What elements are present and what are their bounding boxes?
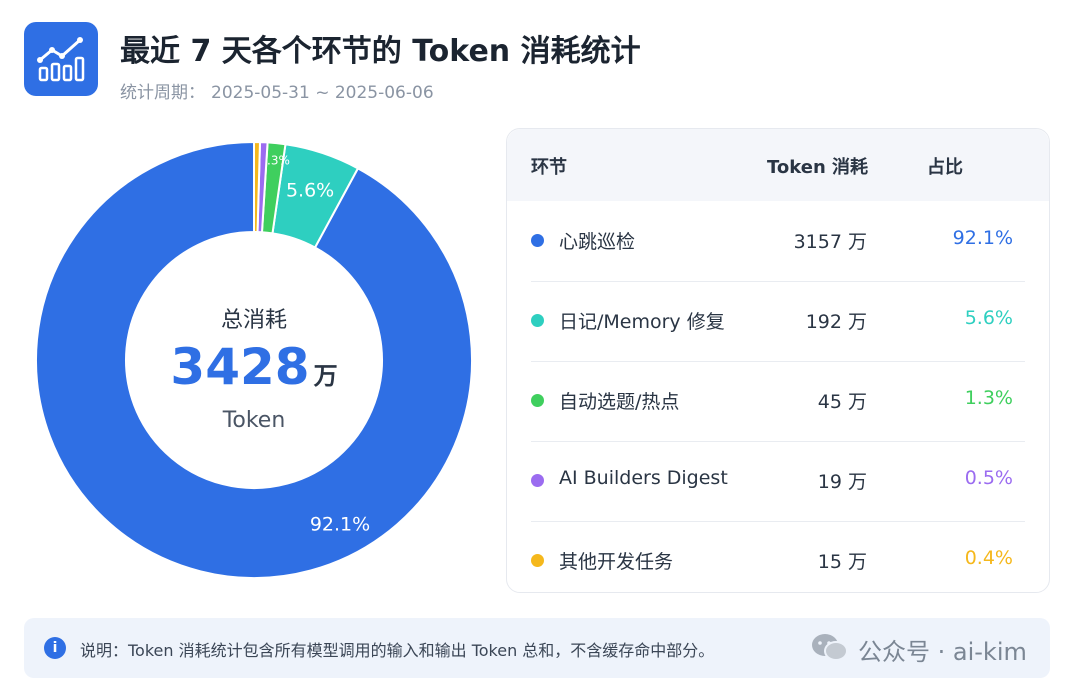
total-number-unit: 万 <box>313 362 338 390</box>
legend-dot <box>531 474 544 487</box>
footnote: i 说明：Token 消耗统计包含所有模型调用的输入和输出 Token 总和，不… <box>24 618 1050 678</box>
total-number: 3428 <box>170 338 310 396</box>
row-name: 自动选题/热点 <box>559 391 680 413</box>
row-tokens: 19 万 <box>817 471 867 493</box>
row-name: 其他开发任务 <box>559 551 674 573</box>
donut-svg: 92.1%5.6%1.3% <box>35 140 473 579</box>
table-row: 自动选题/热点 45 万 1.3% <box>507 361 1049 441</box>
table-row: 心跳巡检 3157 万 92.1% <box>507 201 1049 281</box>
donut-slice <box>253 140 262 234</box>
breakdown-table: 环节 Token 消耗 占比 心跳巡检 3157 万 92.1% 日记/Memo… <box>506 128 1050 593</box>
row-name: 心跳巡检 <box>559 231 636 253</box>
legend-dot <box>531 554 544 567</box>
total-unit: Token <box>222 408 286 433</box>
legend-dot <box>531 234 544 247</box>
info-icon: i <box>44 637 66 659</box>
row-divider <box>531 521 1025 522</box>
row-tokens: 15 万 <box>817 551 867 573</box>
header-share: 占比 <box>927 157 963 178</box>
row-name: 日记/Memory 修复 <box>559 311 725 333</box>
total-value: 3428 万 <box>34 338 474 396</box>
page-title: 最近 7 天各个环节的 Token 消耗统计 <box>120 34 641 69</box>
footnote-text: 说明：Token 消耗统计包含所有模型调用的输入和输出 Token 总和，不含缓… <box>80 641 715 660</box>
period-value: 2025-05-31 ~ 2025-06-06 <box>211 83 434 103</box>
slice-label: 5.6% <box>286 180 334 202</box>
row-tokens: 45 万 <box>817 391 867 413</box>
donut-slice <box>35 140 473 579</box>
row-name: AI Builders Digest <box>559 467 728 489</box>
row-share: 0.4% <box>964 547 1013 569</box>
table-row: 日记/Memory 修复 192 万 5.6% <box>507 281 1049 361</box>
period-label: 统计周期： <box>120 83 205 103</box>
header-name: 环节 <box>531 157 567 178</box>
period: 统计周期： 2025-05-31 ~ 2025-06-06 <box>120 78 434 103</box>
row-divider <box>531 281 1025 282</box>
row-share: 0.5% <box>964 467 1013 489</box>
table-row: AI Builders Digest 19 万 0.5% <box>507 441 1049 521</box>
row-share: 1.3% <box>964 387 1013 409</box>
bar-chart-trend-icon <box>24 22 98 96</box>
row-share: 92.1% <box>952 227 1013 249</box>
wechat-icon <box>812 634 848 661</box>
table-row: 其他开发任务 15 万 0.4% <box>507 521 1049 601</box>
total-title: 总消耗 <box>220 308 287 333</box>
row-tokens: 192 万 <box>805 311 867 333</box>
legend-dot <box>531 314 544 327</box>
row-divider <box>531 441 1025 442</box>
header-tokens: Token 消耗 <box>767 157 869 178</box>
legend-dot <box>531 394 544 407</box>
watermark-text: 公众号 · ai-kim <box>858 638 1027 666</box>
donut-chart: 92.1% 5.6% 1.3% 总消耗 3428 万 Token <box>34 140 474 580</box>
row-tokens: 3157 万 <box>793 231 867 253</box>
row-share: 5.6% <box>964 307 1013 329</box>
slice-label: 92.1% <box>310 514 370 536</box>
header: 最近 7 天各个环节的 Token 消耗统计 统计周期： 2025-05-31 ~… <box>24 22 1054 103</box>
table-header: 环节 Token 消耗 占比 <box>507 129 1049 201</box>
row-divider <box>531 361 1025 362</box>
